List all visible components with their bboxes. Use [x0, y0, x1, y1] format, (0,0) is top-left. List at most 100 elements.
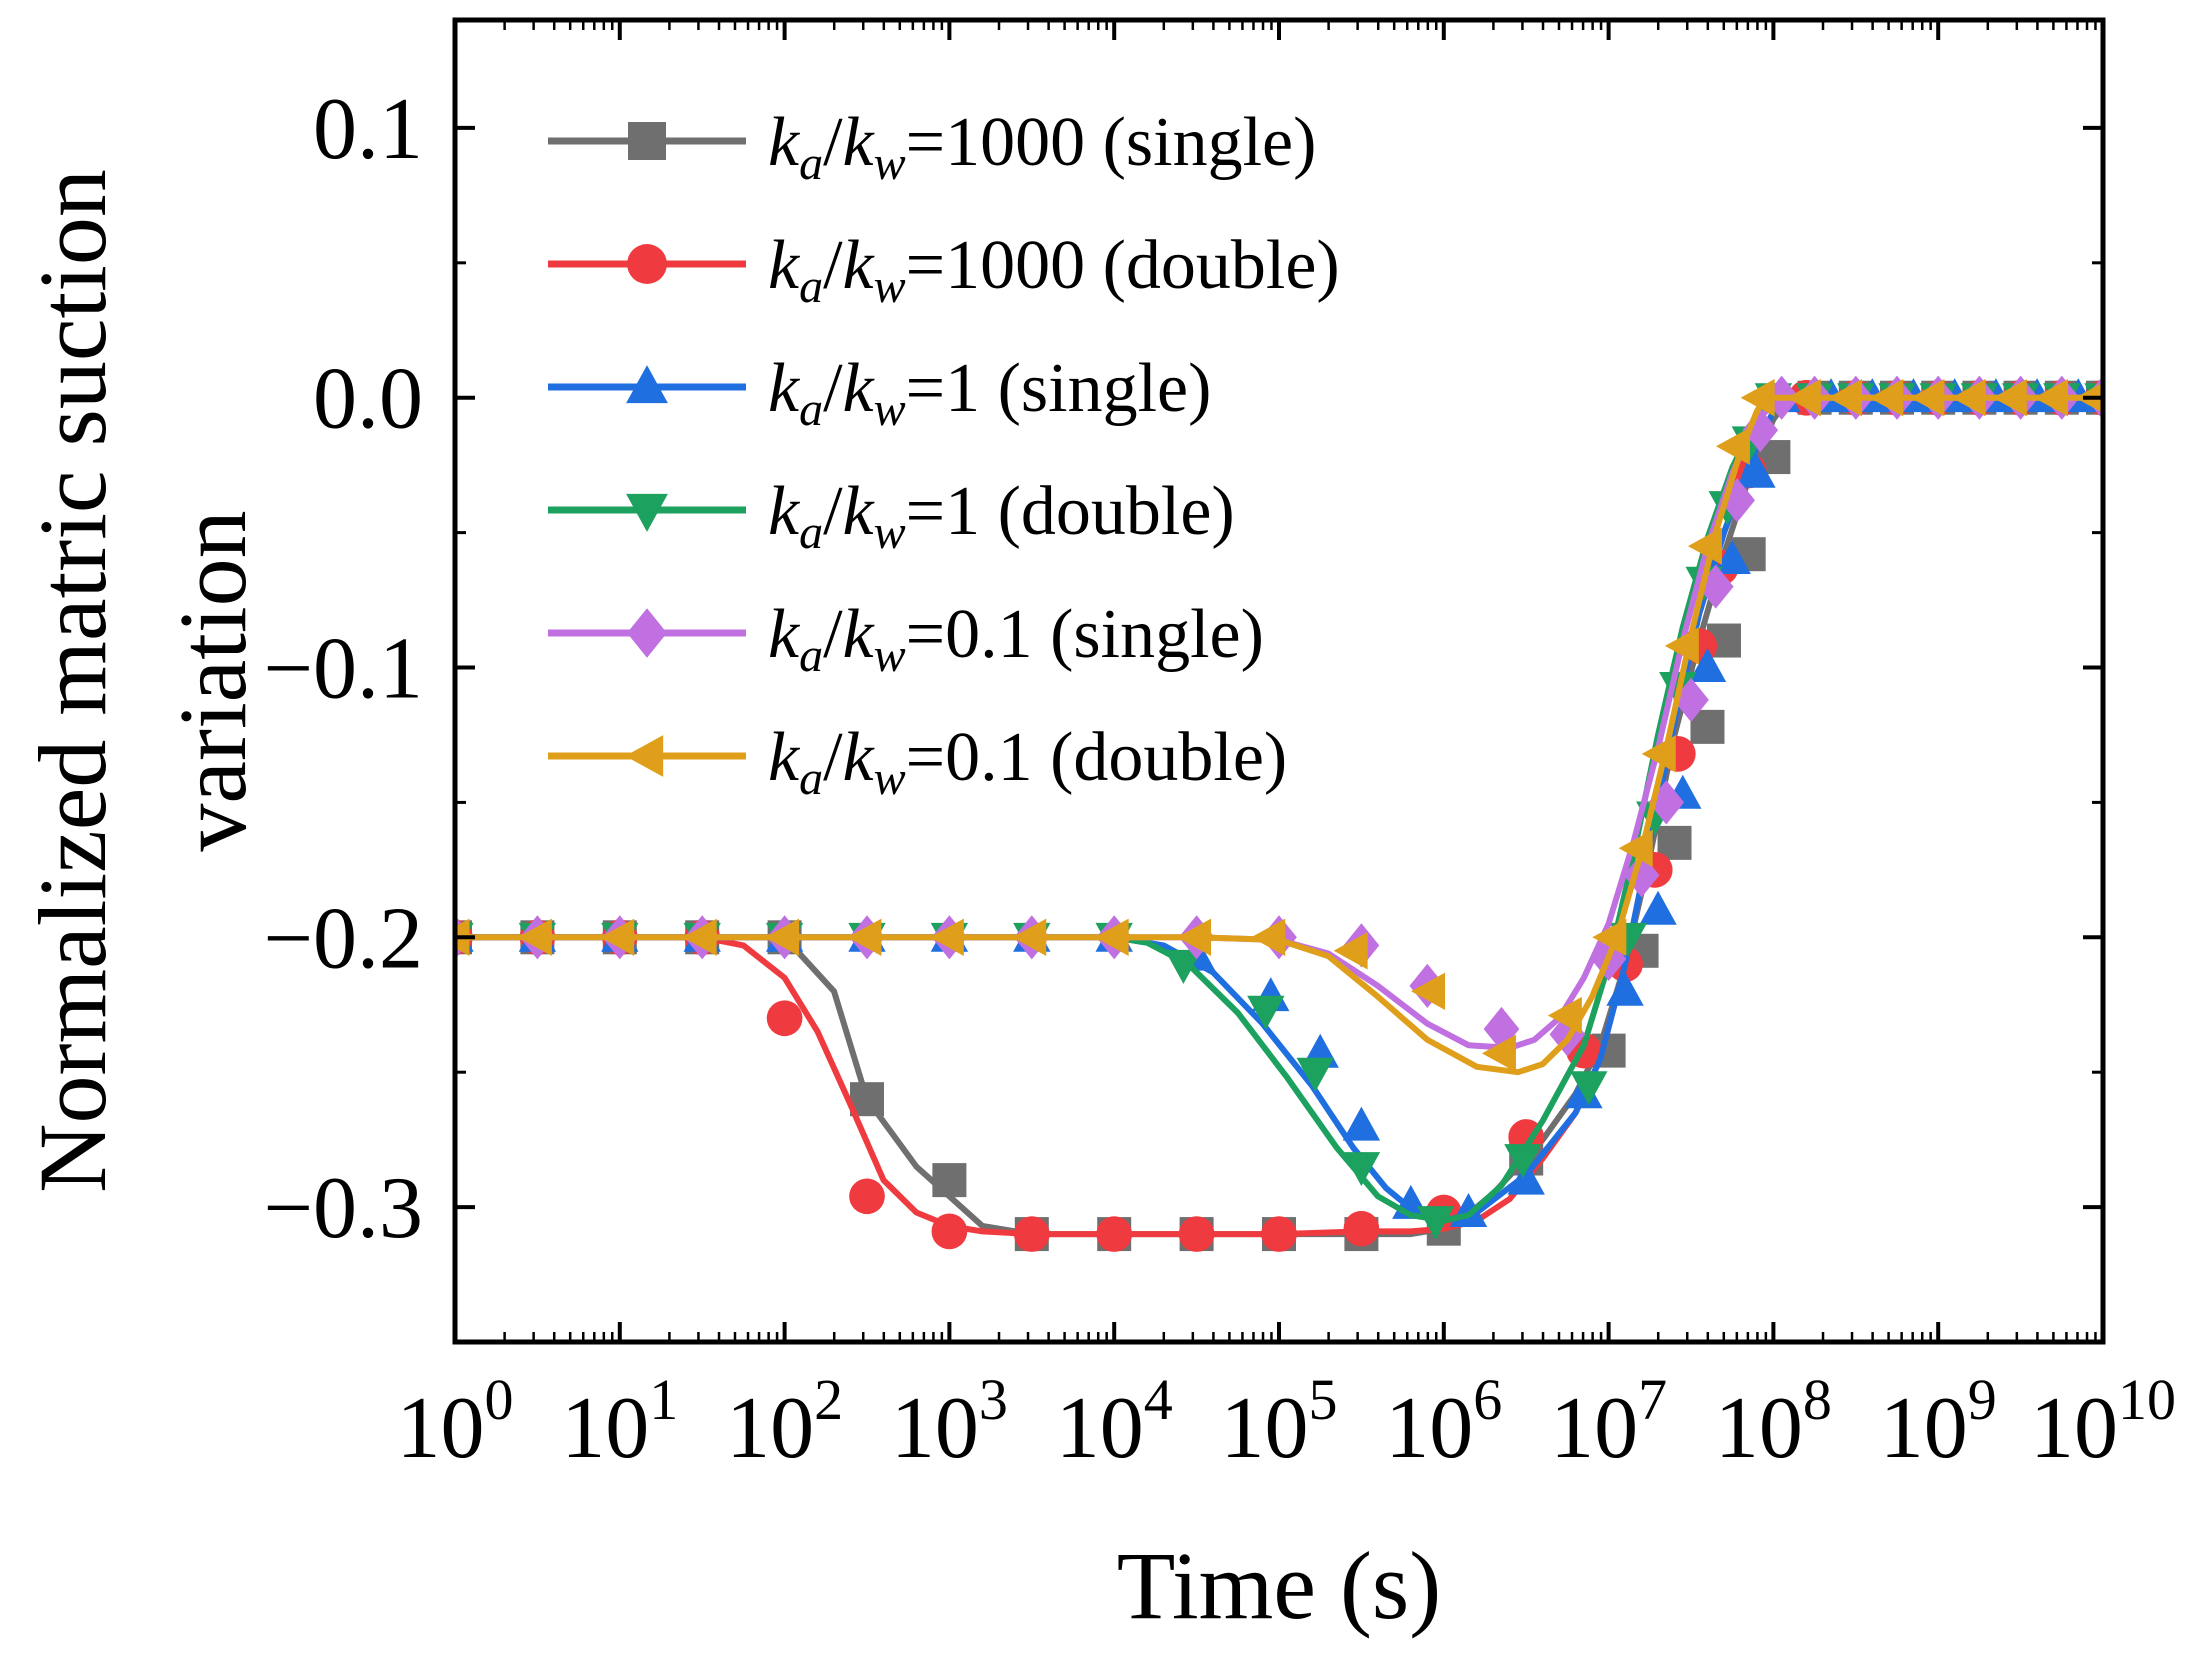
series-4-marker: [1570, 1071, 1608, 1106]
y-tick-label: 0.1: [313, 81, 423, 178]
series-6-marker: [1687, 527, 1722, 565]
series-6-marker: [1664, 627, 1699, 665]
series-3-marker: [1606, 971, 1644, 1006]
series-6-marker: [1094, 918, 1129, 957]
legend: ka/kw=1000 (single) ka/kw=1000 (double) ka…: [548, 104, 1340, 805]
series-1-marker: [932, 1163, 967, 1198]
series-6-marker: [600, 918, 635, 957]
x-axis-title: Time (s): [1117, 1532, 1442, 1639]
series-5: [455, 375, 2103, 1057]
series-4-marker: [1296, 1057, 1334, 1092]
x-tick-label: 107: [1550, 1367, 1667, 1477]
legend-label: ka/kw=1 (single): [768, 350, 1211, 436]
series-2-marker: [1343, 1210, 1380, 1247]
series-5-marker: [1648, 780, 1685, 825]
series-1-line: [455, 394, 2103, 1238]
series-4-marker: [1164, 949, 1203, 984]
y-tick-label: −0.1: [263, 621, 423, 718]
series-6-marker: [847, 918, 882, 957]
legend-label: ka/kw=1 (double): [768, 473, 1235, 559]
legend-label: ka/kw=0.1 (double): [768, 719, 1287, 805]
y-tick-label: −0.2: [263, 890, 423, 987]
series-2-marker: [766, 1000, 803, 1037]
x-tick-label: 109: [1880, 1367, 1997, 1477]
series-2-marker: [849, 1178, 885, 1215]
series-6-marker: [682, 918, 717, 957]
legend-label: ka/kw=1000 (single): [768, 104, 1316, 190]
series-3-line: [455, 394, 2103, 1224]
series-4-line: [455, 394, 2103, 1224]
series-6-marker: [1828, 379, 1863, 417]
series-6-marker: [517, 918, 552, 957]
x-tick-label: 104: [1056, 1367, 1173, 1477]
x-tick-label: 103: [891, 1367, 1008, 1477]
series-2-marker: [1261, 1216, 1297, 1252]
legend-marker: [628, 122, 666, 160]
series-6-marker: [1333, 932, 1368, 970]
x-tick-label: 106: [1385, 1367, 1502, 1477]
x-tick-label: 105: [1221, 1367, 1338, 1477]
legend-entry-3: ka/kw=1 (single): [548, 350, 1211, 436]
legend-marker: [627, 244, 667, 284]
legend-label: ka/kw=1000 (double): [768, 227, 1340, 313]
series-6-marker: [765, 918, 800, 957]
series-4-marker: [1342, 1152, 1381, 1187]
legend-marker: [625, 735, 664, 777]
y-axis-title-line1: Normalized matric suction: [19, 169, 126, 1193]
legend-entry-2: ka/kw=1000 (double): [548, 227, 1340, 313]
x-tick-label: 1010: [2030, 1367, 2176, 1477]
series-6-marker: [1869, 379, 1904, 417]
series-3-marker: [1688, 647, 1727, 682]
legend-marker: [627, 608, 667, 658]
series-6-marker: [1481, 1034, 1516, 1073]
series-6-marker: [1992, 379, 2027, 417]
legend-marker: [626, 493, 668, 532]
legend-entry-6: ka/kw=0.1 (double): [548, 719, 1287, 805]
x-tick-label: 108: [1715, 1367, 1832, 1477]
series-6-marker: [1786, 379, 1821, 417]
series-2-marker: [1013, 1216, 1050, 1252]
series-6-marker: [2034, 379, 2069, 417]
legend-entry-4: ka/kw=1 (double): [548, 473, 1235, 559]
ticks-layer: 0.1 0.0 −0.1 −0.2 −0.3 100 101 102 103 104 105 106 1…: [263, 20, 2176, 1477]
series-6-marker: [1641, 735, 1676, 773]
legend-entry-5: ka/kw=0.1 (single): [548, 596, 1264, 682]
series-5-marker: [1673, 677, 1709, 722]
series-2-line: [455, 394, 2103, 1238]
series-2-marker: [931, 1213, 968, 1250]
series-6-marker: [1715, 427, 1750, 465]
series-6-marker: [1951, 379, 1986, 417]
series-6-marker: [1012, 918, 1047, 957]
y-tick-label: 0.0: [313, 351, 423, 448]
series-4-marker: [1504, 1144, 1542, 1179]
series-6-marker: [1411, 972, 1446, 1010]
series-5-marker: [1697, 564, 1734, 609]
series-6-marker: [1910, 379, 1945, 417]
series-6-marker: [1740, 379, 1775, 417]
series-3-marker: [1713, 540, 1751, 575]
plot-area: [455, 375, 2103, 1252]
series-6-marker: [1547, 996, 1582, 1035]
series-layer: [455, 375, 2103, 1252]
series-6-marker: [1251, 918, 1286, 957]
series-3-marker: [1639, 890, 1677, 925]
series-6-marker: [1592, 918, 1627, 957]
series-4-marker: [1416, 1206, 1455, 1241]
series-6-marker: [929, 918, 964, 957]
series-3-marker: [1342, 1106, 1381, 1141]
series-6: [455, 379, 2103, 1076]
series-4-marker: [1247, 995, 1285, 1030]
series-3-marker: [1738, 453, 1776, 488]
series-2-marker: [1178, 1216, 1215, 1252]
series-2-marker: [1096, 1216, 1133, 1252]
series-6-marker: [1618, 829, 1653, 867]
y-axis-title-line2: variation: [159, 510, 266, 851]
y-tick-label: −0.3: [263, 1160, 423, 1257]
legend-marker: [626, 365, 668, 404]
x-tick-label: 102: [726, 1367, 843, 1477]
legend-label: ka/kw=0.1 (single): [768, 596, 1264, 682]
x-tick-label: 101: [561, 1367, 678, 1477]
series-3: [455, 378, 2103, 1227]
series-5-marker: [1483, 1006, 1520, 1052]
